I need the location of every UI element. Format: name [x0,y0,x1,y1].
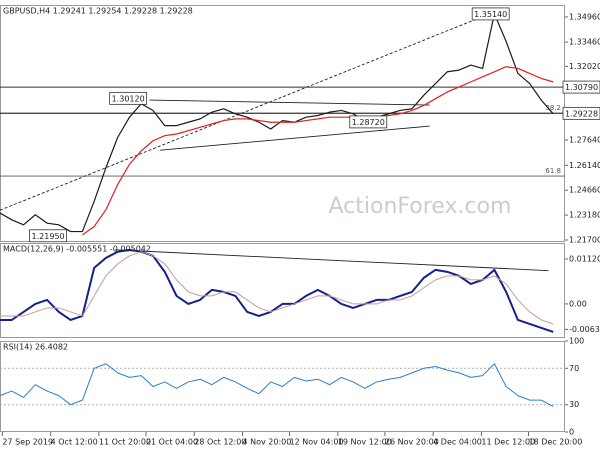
y-tick-label: 1.32020 [569,62,600,71]
x-tick-label: 18 Dec 20:00 [529,438,583,447]
panel-frame [0,243,565,338]
x-tick-label: 27 Sep 2019 [2,438,53,447]
price-level-label: 1.29228 [562,106,600,120]
y-tick-label: 0.00 [569,299,587,308]
series-line [82,66,554,236]
series-line [0,248,554,333]
price-annotation-box [109,91,148,105]
y-tick-label: 1.21700 [569,235,600,244]
y-tick-label: 1.23180 [569,211,600,220]
panel-frame [0,341,565,432]
price-level-label-text: 1.29228 [565,109,598,118]
y-tick-label: 1.24660 [569,186,600,195]
price-annotation-box [349,115,388,129]
fib-label: 61.8 [545,167,561,175]
price-annotation-text: 1.21950 [32,232,65,241]
y-tick-label: -0.006349 [569,325,600,334]
trend-line [0,11,495,211]
y-tick-label: 1.34960 [569,12,600,21]
y-tick-label: 70 [569,364,579,373]
trend-line [149,99,430,106]
price-annotation-text: 1.28720 [352,118,385,127]
y-tick-label: 1.33460 [569,38,600,47]
x-tick-label: 28 Oct 12:00 [194,438,246,447]
x-tick-label: 21 Oct 04:00 [146,438,198,447]
x-tick-label: 19 Nov 12:00 [338,438,392,447]
trend-line [115,249,549,272]
x-tick-label: 26 Nov 20:00 [385,438,439,447]
y-tick-label: 0.011206 [569,255,600,264]
x-tick-label: 11 Oct 20:00 [99,438,151,447]
price-annotation: 1.28720 [349,115,388,129]
series-line [0,13,554,233]
trend-line [160,125,430,151]
price-annotation: 1.21950 [29,229,68,243]
fib-label: 38.2 [545,104,561,112]
panel-title: MACD(12,26,9) -0.005551 -0.005042 [3,245,151,254]
panel-frame [0,5,565,242]
x-tick-label: 4 Dec 04:00 [433,438,482,447]
price-annotation-box [29,229,68,243]
price-level-label-box [562,80,600,94]
y-tick-label: 1.26140 [569,161,600,170]
panel-title: GBPUSD,H4 1.29241 1.29254 1.29228 1.2922… [3,7,193,16]
y-tick-label: 100 [569,337,584,346]
y-tick-label: 1.27640 [569,136,600,145]
x-tick-label: 4 Oct 12:00 [51,438,98,447]
price-level-label: 1.30790 [562,80,600,94]
price-level-label-text: 1.30790 [565,83,598,92]
x-tick-label: 4 Nov 20:00 [242,438,291,447]
y-tick-label: 30 [569,400,579,409]
price-level-label-box [562,106,600,120]
panel-title: RSI(14) 26.4082 [3,343,68,352]
price-annotation-text: 1.30120 [112,94,145,103]
x-tick-label: 12 Nov 04:00 [290,438,344,447]
price-annotation-text: 1.35140 [474,10,507,19]
y-tick-label: 0 [569,428,574,437]
price-annotation: 1.30120 [109,91,148,105]
watermark: ActionForex.com [329,194,512,219]
series-line [0,363,554,407]
price-annotation-box [471,7,510,21]
price-annotation: 1.35140 [471,7,510,21]
series-line [0,251,554,325]
x-tick-label: 11 Dec 12:00 [481,438,535,447]
